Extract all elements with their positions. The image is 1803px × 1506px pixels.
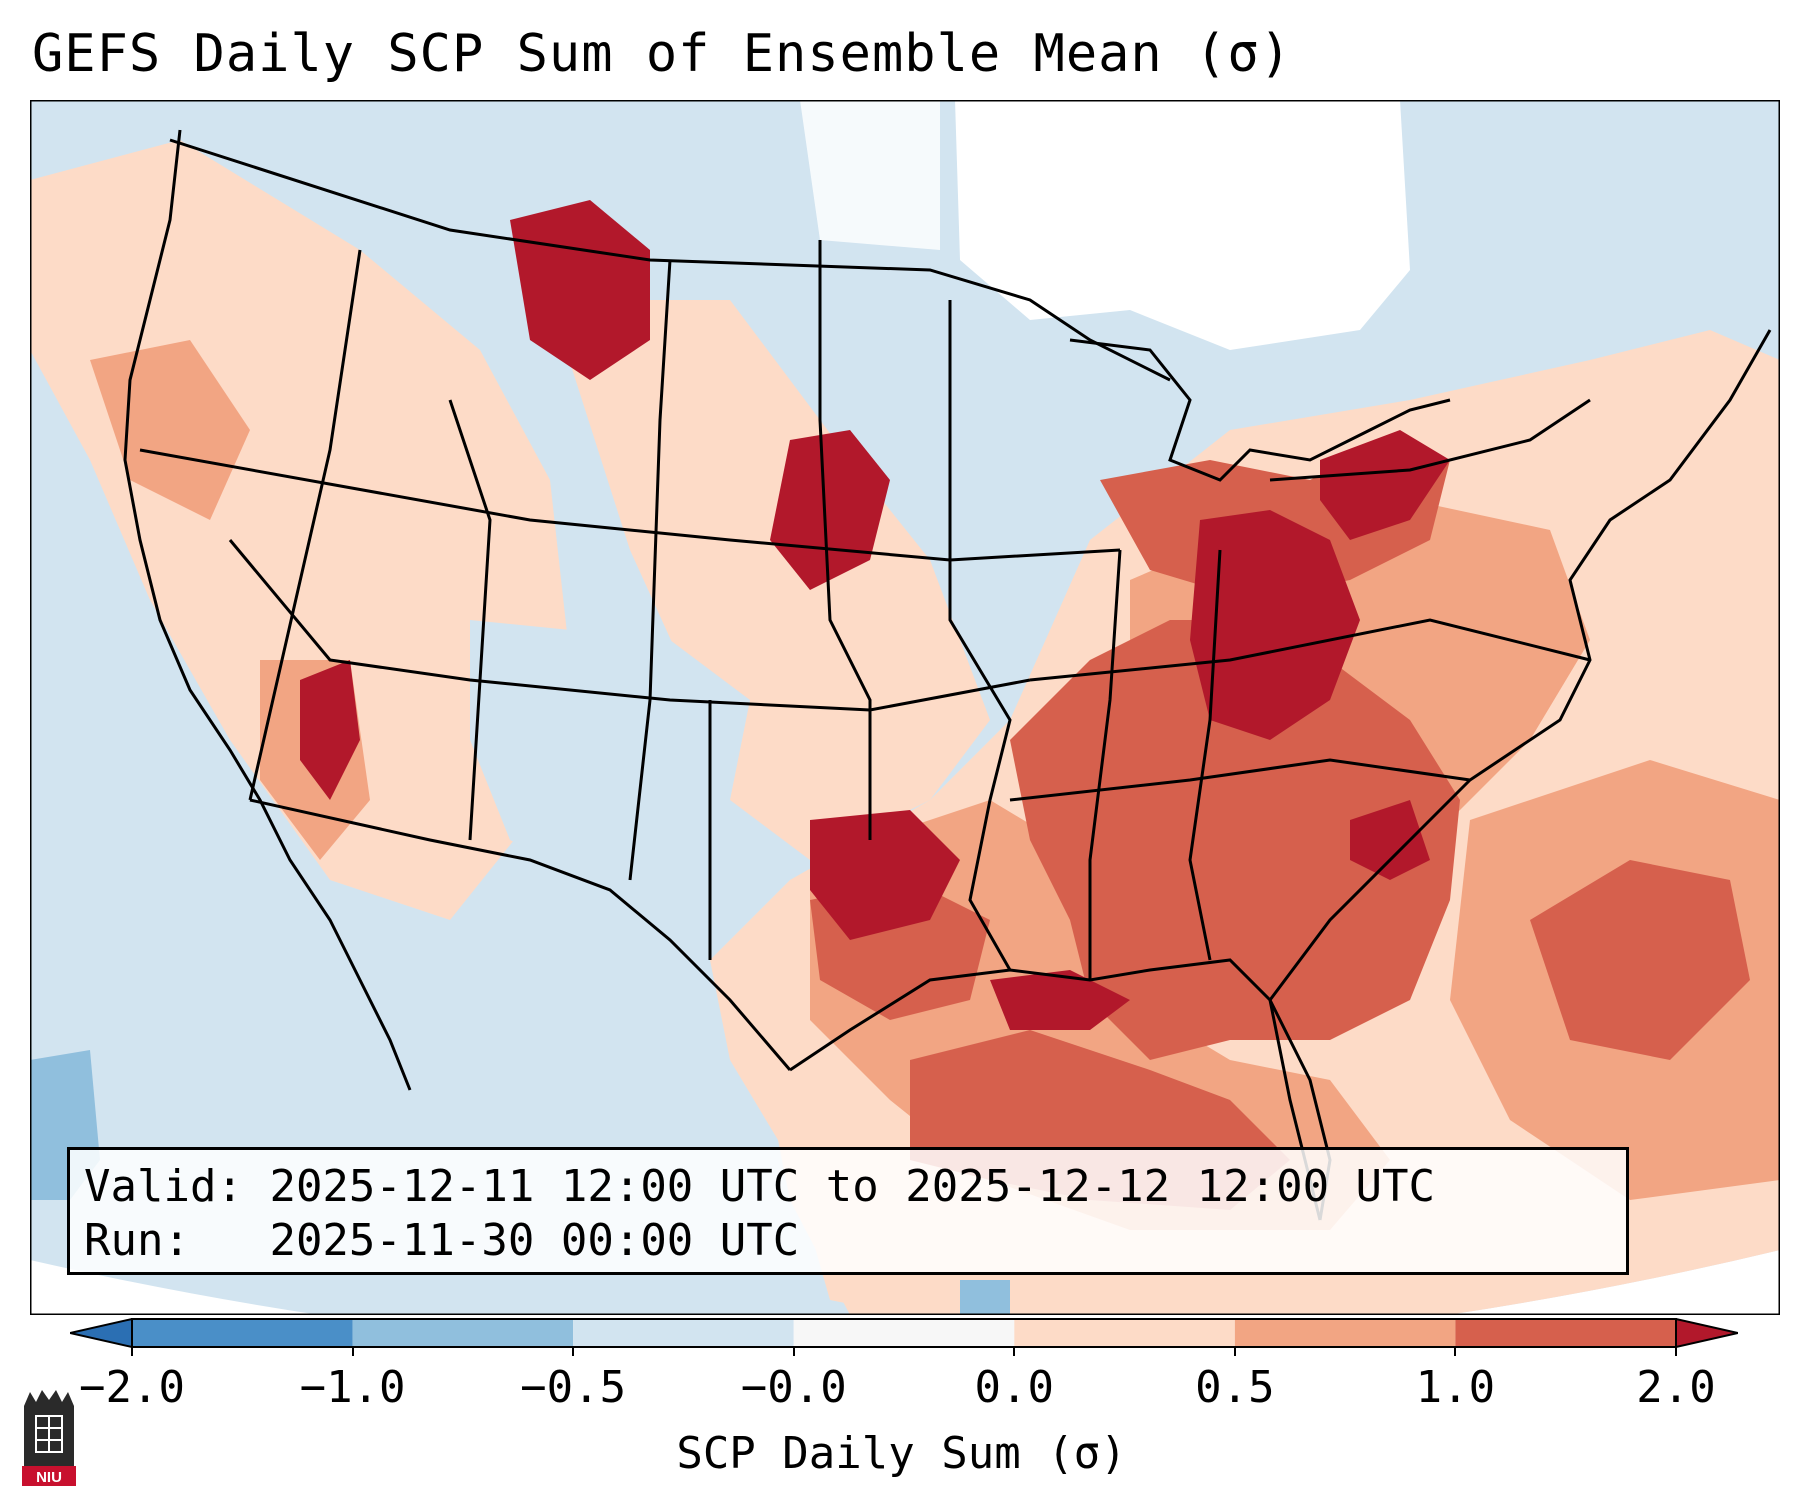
field-neutral-north — [955, 100, 1410, 350]
field-extreme-positive-texas — [810, 810, 960, 940]
colorbar-bin — [1234, 1319, 1456, 1347]
state-line-6 — [948, 300, 1012, 971]
map-boundaries — [123, 129, 1772, 1221]
state-line-5 — [818, 240, 872, 840]
us-mexico-border — [249, 798, 792, 1071]
run-time: 2025-11-30 00:00 UTC — [269, 1215, 800, 1266]
colorbar-tick — [351, 1346, 354, 1356]
run-label: Run: — [84, 1215, 190, 1266]
colorbar-bin — [1014, 1319, 1235, 1347]
colorbar-tick — [572, 1346, 575, 1356]
colorbar — [70, 1318, 1738, 1348]
colorbar-tick-label: 0.0 — [974, 1362, 1055, 1413]
state-line-3 — [448, 399, 492, 841]
colorbar-extension-low — [70, 1318, 133, 1348]
valid-label: Valid: — [84, 1161, 243, 1212]
field-low-positive-west — [30, 140, 570, 920]
valid-run-info-box: Valid: 2025-12-11 12:00 UTC to 2025-12-1… — [67, 1147, 1629, 1275]
state-line-10 — [1009, 758, 1471, 802]
colorbar-label: SCP Daily Sum (σ) — [676, 1428, 1127, 1479]
colorbar-tick-label: −2.0 — [79, 1362, 185, 1413]
field-high-positive-atlantic — [1530, 860, 1750, 1060]
colorbar-tick-label: 0.5 — [1195, 1362, 1275, 1413]
colorbar-tick — [131, 1346, 133, 1356]
colorbar-bin — [1455, 1319, 1676, 1347]
field-extreme-positive-gulf-coast — [990, 970, 1130, 1030]
colorbar-tick — [1454, 1346, 1457, 1356]
colorbar-border — [131, 1318, 1677, 1348]
colorbar-tick-label: −0.0 — [740, 1362, 847, 1413]
field-extreme-positive-plains — [770, 430, 890, 590]
east-coast-line — [1268, 329, 1772, 1221]
gulf-coast-line — [789, 958, 1332, 1221]
west-coast-line — [123, 129, 412, 1091]
field-extreme-positive-ohio-valley — [1190, 510, 1360, 740]
state-line-1 — [139, 448, 1121, 562]
colorbar-tick-label: 2.0 — [1636, 1362, 1716, 1413]
field-negative-southwest — [470, 620, 750, 880]
field-neutral-north-2 — [800, 100, 940, 250]
field-extreme-positive-great-lakes — [1320, 430, 1450, 540]
state-line-11 — [1269, 398, 1591, 482]
state-line-2 — [228, 539, 1031, 712]
field-extreme-positive-california — [300, 660, 360, 800]
state-line-7 — [1088, 549, 1122, 980]
state-line-12 — [248, 249, 362, 801]
colorbar-tick — [1233, 1346, 1236, 1356]
colorbar-bin — [573, 1319, 794, 1347]
field-negative-gulf-patch — [960, 1280, 1010, 1315]
colorbar-bin — [352, 1319, 574, 1347]
colorbar-tick — [1013, 1346, 1016, 1356]
niu-logo: NIU — [22, 1390, 76, 1486]
colorbar-tick-label: 1.0 — [1415, 1362, 1496, 1413]
colorbar-tick — [792, 1346, 795, 1356]
us-canada-border — [169, 138, 1171, 382]
state-line-4 — [628, 259, 672, 881]
colorbar-tick — [1675, 1346, 1677, 1356]
colorbar-tick-label: −1.0 — [299, 1362, 406, 1413]
map-panel — [30, 100, 1780, 1315]
colorbar-tick-label: −0.5 — [520, 1362, 627, 1413]
valid-time-range: 2025-12-11 12:00 UTC to 2025-12-12 12:00… — [269, 1161, 1436, 1212]
logo-text: NIU — [36, 1469, 62, 1486]
colorbar-bin — [793, 1319, 1015, 1347]
map-canvas — [30, 100, 1780, 1315]
state-line-9 — [1029, 618, 1591, 682]
colorbar-bin — [132, 1319, 353, 1347]
field-extreme-positive-georgia — [1350, 800, 1430, 880]
great-lakes — [1069, 338, 1451, 482]
chart-title: GEFS Daily SCP Sum of Ensemble Mean (σ) — [32, 24, 1292, 84]
state-line-8 — [1188, 549, 1222, 961]
colorbar-extension-high — [1675, 1318, 1738, 1348]
field-high-positive-southeast — [1010, 620, 1460, 1060]
